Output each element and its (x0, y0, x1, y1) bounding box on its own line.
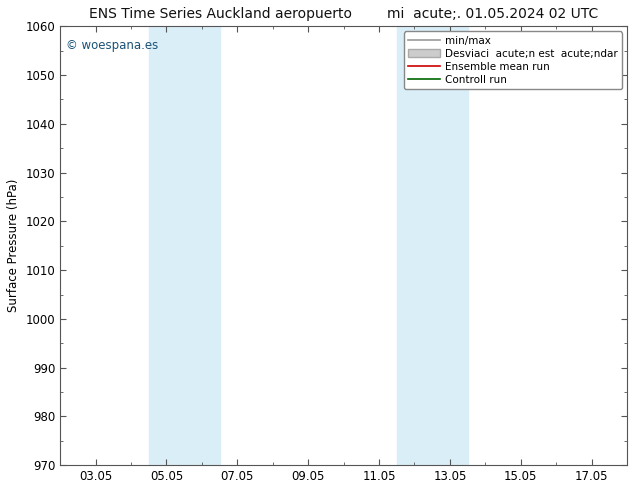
Bar (397, 26, 468, 465)
Bar (149, 26, 219, 465)
Legend: min/max, Desviaci  acute;n est  acute;ndar, Ensemble mean run, Controll run: min/max, Desviaci acute;n est acute;ndar… (404, 31, 622, 89)
Y-axis label: Surface Pressure (hPa): Surface Pressure (hPa) (7, 179, 20, 313)
Title: ENS Time Series Auckland aeropuerto        mi  acute;. 01.05.2024 02 UTC: ENS Time Series Auckland aeropuerto mi a… (89, 7, 598, 21)
Text: © woespana.es: © woespana.es (66, 40, 158, 52)
